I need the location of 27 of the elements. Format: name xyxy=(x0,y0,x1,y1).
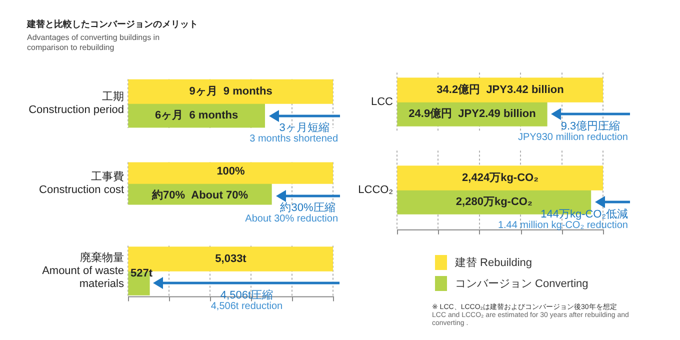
annotation: 4,506t圧縮 xyxy=(220,288,274,302)
y-tick-label: LCCO₂ xyxy=(358,184,393,196)
chart-subtitle: Advantages of converting buildings in comparison to rebuilding xyxy=(27,33,161,53)
data-label: 5,033t xyxy=(215,253,247,266)
legend-label: 建替 Rebuilding xyxy=(455,256,532,270)
text: About 30% reduction xyxy=(245,213,338,224)
y-tick-label: 工期 Construction period xyxy=(28,90,124,116)
y-tick-label: 工事費 Construction cost xyxy=(39,170,124,196)
data-label: 約70% About 70% xyxy=(151,188,248,202)
data-label: 2,424万kg-CO₂ xyxy=(462,172,539,184)
annotation: 3ヶ月短縮 xyxy=(279,121,330,134)
annotation: 9.3億円圧縮 xyxy=(560,120,620,133)
chart-title: 建替と比較したコンバージョンのメリット xyxy=(27,18,199,31)
text: 3 months shortened xyxy=(250,133,338,144)
data-label: 2,280万kg-CO₂ xyxy=(456,196,532,208)
data-label: 9ヶ月 9 months xyxy=(189,86,272,98)
annotation: 約30%圧縮 xyxy=(280,201,336,214)
data-label: 24.9億円 JPY2.49 billion xyxy=(408,107,536,120)
data-label: 100% xyxy=(216,166,246,178)
y-tick-label: LCC xyxy=(370,96,394,108)
y-tick-label: 廃棄物量 Amount of waste materials xyxy=(42,250,124,290)
legend-label: コンバージョン Converting xyxy=(455,277,588,291)
text: 4,506t reduction xyxy=(210,300,283,312)
data-label: 34.2億円 JPY3.42 billion xyxy=(436,83,564,96)
annotation: 1.44 million kg-CO₂ reduction xyxy=(498,220,628,231)
data-label: 6ヶ月 6 months xyxy=(155,110,238,122)
text: JPY930 million reduction xyxy=(518,132,628,143)
